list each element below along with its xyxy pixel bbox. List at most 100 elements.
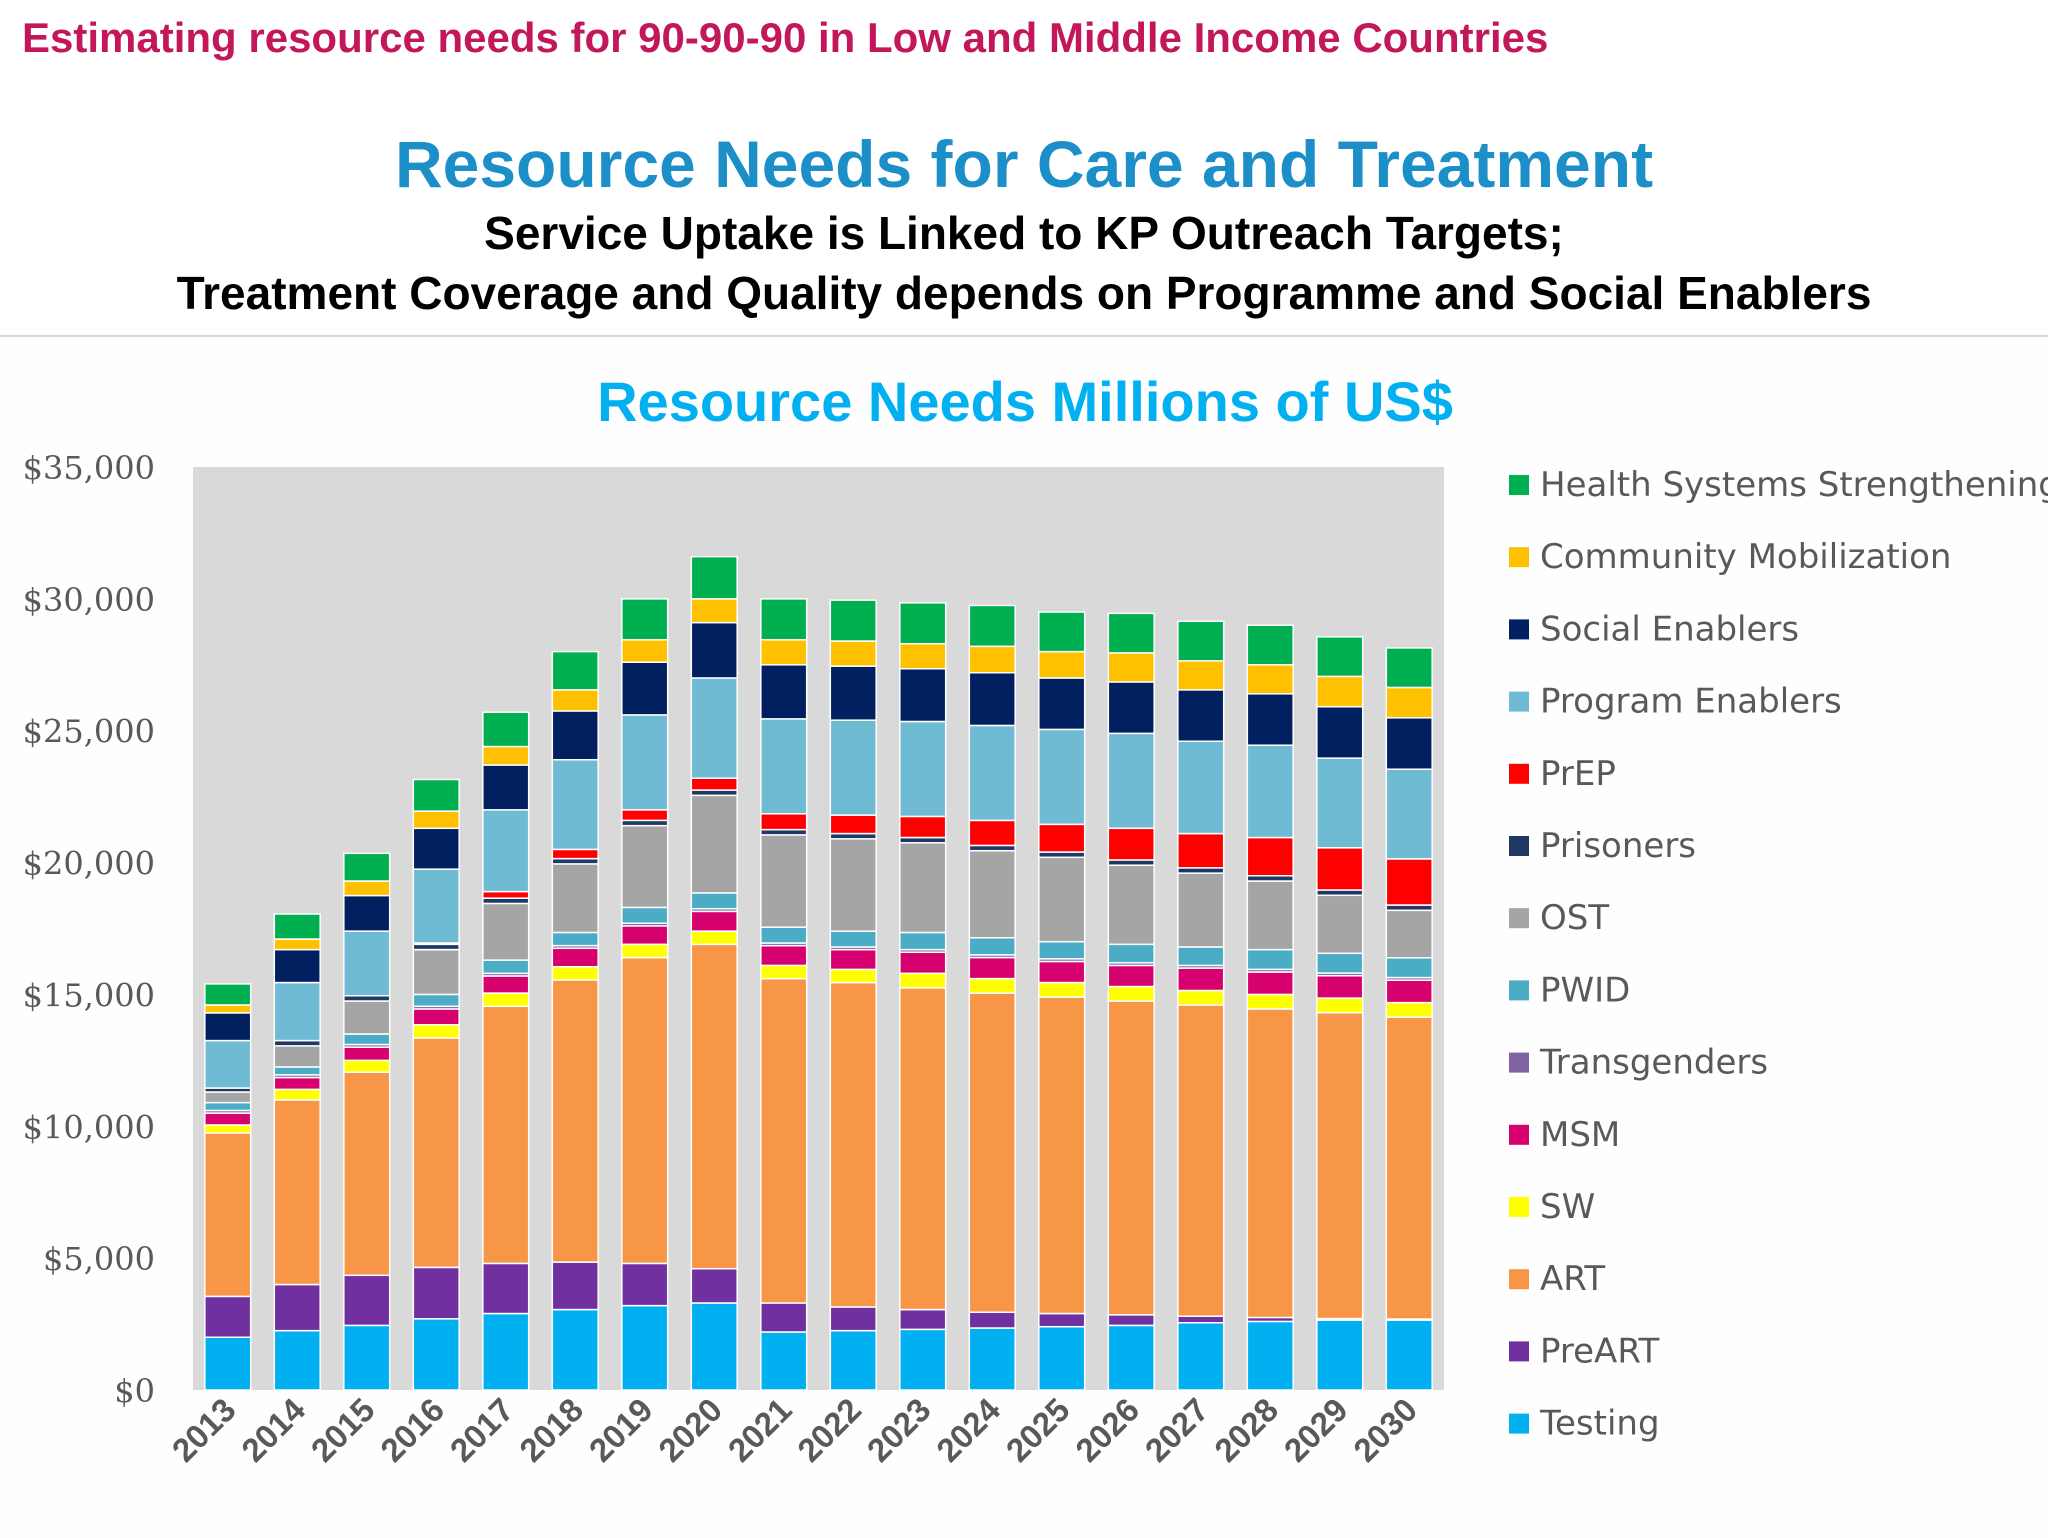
x-tick-label: 2017 xyxy=(443,1391,521,1469)
bar-segment xyxy=(343,1033,391,1046)
bar-segment xyxy=(1177,946,1225,967)
page-title: Resource Needs for Care and Treatment xyxy=(394,127,1654,201)
bar-segment xyxy=(412,810,460,830)
bar-segment xyxy=(621,809,669,822)
bar-segment xyxy=(1038,677,1086,731)
y-tick-label: $20,000 xyxy=(23,845,155,883)
bar-segment xyxy=(412,1318,460,1391)
bar-segment xyxy=(551,857,599,865)
bar-segment xyxy=(204,1124,252,1134)
legend-swatch xyxy=(1509,1413,1529,1434)
legend-swatch xyxy=(1509,1341,1529,1362)
bar-segment xyxy=(551,848,599,860)
x-axis: 2013201420152016201720182019202020212022… xyxy=(165,1390,1425,1469)
bar-segment xyxy=(412,993,460,1008)
bar-segment xyxy=(551,947,599,968)
bar-segment xyxy=(968,819,1016,847)
x-tick-label: 2013 xyxy=(165,1391,243,1469)
legend-label: PreART xyxy=(1540,1331,1659,1371)
bar-segment xyxy=(829,832,877,840)
bar-segment xyxy=(760,926,808,944)
bar-segment xyxy=(968,992,1016,1313)
bar-segment xyxy=(1316,889,1364,897)
bar-segment xyxy=(1038,650,1086,679)
bar-segment xyxy=(829,814,877,835)
bar-segment xyxy=(482,902,530,961)
bar-segment xyxy=(412,1266,460,1320)
bar-segment xyxy=(690,598,738,624)
legend-label: Testing xyxy=(1539,1404,1660,1444)
bar-segment xyxy=(829,599,877,642)
legend-label: Community Mobilization xyxy=(1540,537,1951,577)
bar-segment xyxy=(1038,851,1086,859)
x-tick-label: 2015 xyxy=(304,1391,382,1469)
legend-label: OST xyxy=(1540,898,1609,938)
bar-segment xyxy=(1177,872,1225,948)
bar-segment xyxy=(1385,768,1433,860)
bar-segment xyxy=(1246,880,1294,951)
bar-segment xyxy=(1246,624,1294,666)
bar-segment xyxy=(204,1101,252,1112)
x-tick-label: 2028 xyxy=(1207,1391,1285,1469)
bar-segment xyxy=(1177,989,1225,1006)
bar-segment xyxy=(1316,847,1364,891)
bar-segment xyxy=(621,1262,669,1307)
bar-segment xyxy=(343,994,391,1002)
legend-label: Health Systems Strengthening xyxy=(1540,465,2048,505)
bar-segment xyxy=(760,718,808,815)
bar-segment xyxy=(273,981,321,1042)
bar-segment xyxy=(1038,611,1086,653)
bar-segment xyxy=(1038,1312,1086,1328)
legend-label: Program Enablers xyxy=(1540,682,1842,722)
bar-segment xyxy=(760,598,808,641)
legend-label: PrEP xyxy=(1540,754,1616,794)
bar-segment xyxy=(343,894,391,932)
legend-swatch xyxy=(1509,980,1529,1001)
bar-segment xyxy=(899,931,947,951)
bar-segment xyxy=(899,642,947,670)
bar-segment xyxy=(412,1024,460,1039)
bar-segment xyxy=(1385,979,1433,1004)
bar-segment xyxy=(1316,997,1364,1014)
bar-segment xyxy=(204,1132,252,1298)
x-tick-label: 2023 xyxy=(860,1391,938,1469)
bar-segment xyxy=(899,602,947,645)
legend-swatch xyxy=(1509,547,1529,568)
bar-segment xyxy=(1107,1314,1155,1327)
bar-segment xyxy=(343,1000,391,1035)
bar-segment xyxy=(482,764,530,811)
bar-segment xyxy=(1177,1004,1225,1317)
bar-segment xyxy=(412,868,460,944)
bar-segment xyxy=(273,1088,321,1101)
bar-segment xyxy=(482,897,530,905)
x-tick-label: 2018 xyxy=(512,1391,590,1469)
bar-segment xyxy=(829,981,877,1308)
bar-segment xyxy=(899,836,947,844)
bar-segment xyxy=(1107,732,1155,830)
bar-segment xyxy=(1316,1319,1364,1391)
bar-segment xyxy=(1038,996,1086,1315)
bar-segment xyxy=(760,977,808,1304)
bar-segment xyxy=(1107,652,1155,683)
subtitle-line-2: Treatment Coverage and Quality depends o… xyxy=(176,267,1872,319)
bar-segment xyxy=(204,1012,252,1042)
bar-segment xyxy=(760,813,808,831)
bar-segment xyxy=(690,621,738,679)
bar-segment xyxy=(968,849,1016,939)
bar-segment xyxy=(1107,612,1155,654)
x-tick-label: 2027 xyxy=(1138,1391,1216,1469)
legend-swatch xyxy=(1509,836,1529,856)
bar-segment xyxy=(412,778,460,812)
bar-segment xyxy=(1177,620,1225,662)
bar-segment xyxy=(1038,823,1086,853)
x-tick-label: 2016 xyxy=(373,1391,451,1469)
bar-segment xyxy=(1246,993,1294,1010)
bar-segment xyxy=(760,1302,808,1333)
legend-swatch xyxy=(1509,1197,1529,1217)
bar-segment xyxy=(1385,686,1433,719)
bar-segment xyxy=(1177,1315,1225,1324)
bar-segment xyxy=(968,1327,1016,1391)
bar-segment xyxy=(829,719,877,816)
bar-segment xyxy=(273,1045,321,1068)
bar-segment xyxy=(968,956,1016,980)
